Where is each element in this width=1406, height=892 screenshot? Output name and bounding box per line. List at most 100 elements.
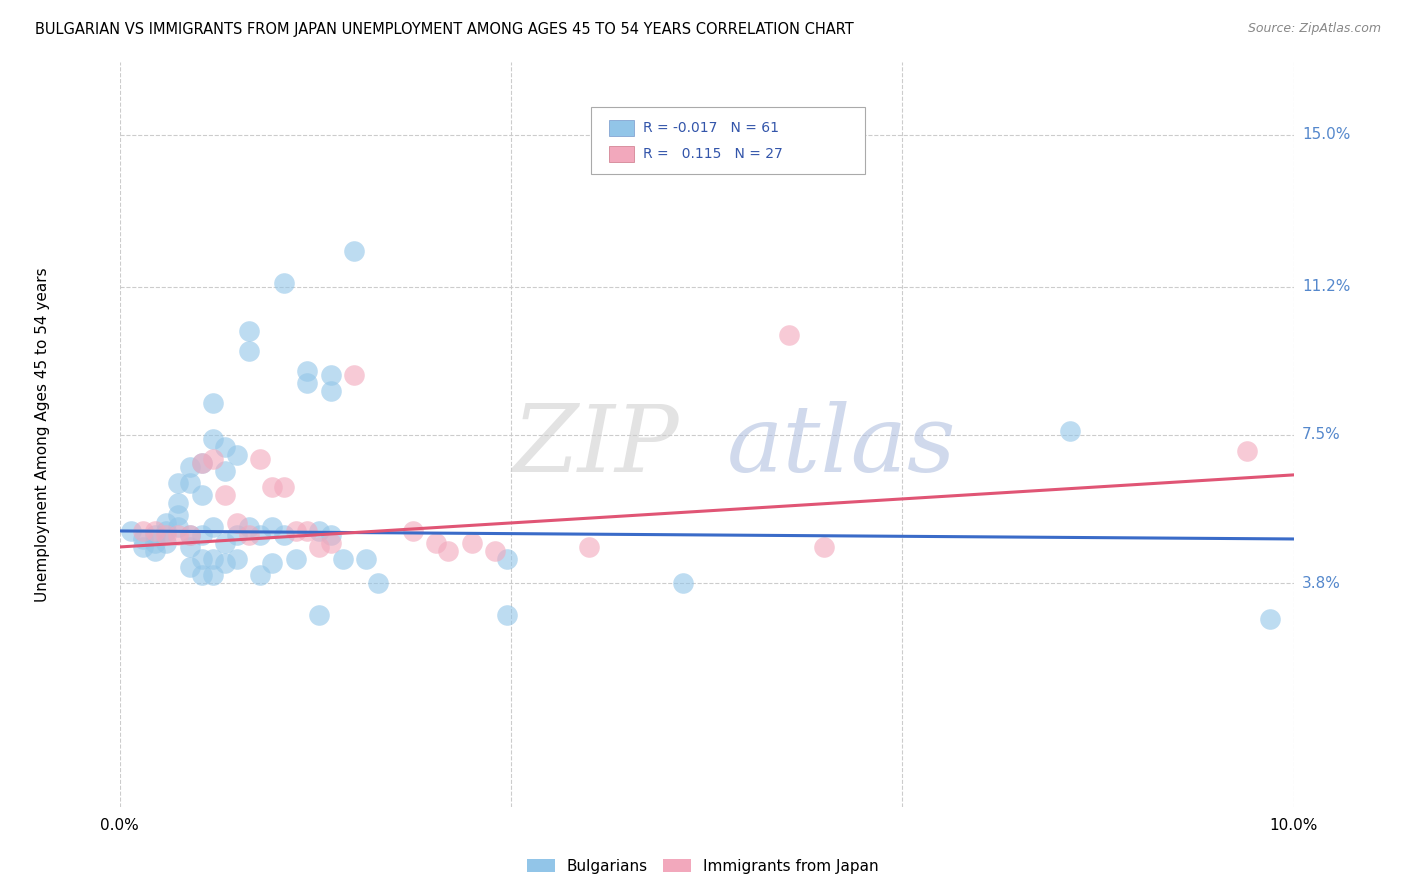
Point: [190, 456, 212, 470]
Point: [425, 536, 447, 550]
Point: [179, 560, 201, 574]
Point: [813, 540, 835, 554]
Point: [308, 524, 330, 538]
Point: [319, 528, 342, 542]
Point: [179, 459, 201, 474]
Point: [402, 524, 425, 538]
Point: [1258, 612, 1281, 626]
Point: [179, 475, 201, 490]
Point: [202, 396, 225, 410]
Point: [297, 376, 319, 390]
Point: [202, 552, 225, 566]
Text: 15.0%: 15.0%: [1302, 127, 1350, 142]
Point: [190, 488, 212, 502]
Point: [143, 524, 166, 538]
Point: [120, 524, 142, 538]
Point: [202, 432, 225, 446]
Point: [202, 520, 225, 534]
Point: [273, 528, 295, 542]
Text: ZIP: ZIP: [513, 401, 679, 491]
Point: [262, 480, 284, 494]
Point: [308, 608, 330, 623]
Point: [143, 536, 166, 550]
Text: R = -0.017   N = 61: R = -0.017 N = 61: [643, 120, 779, 135]
Point: [273, 480, 295, 494]
Point: [214, 556, 236, 570]
Point: [132, 524, 155, 538]
Point: [155, 516, 177, 530]
Point: [214, 536, 236, 550]
Point: [343, 368, 366, 382]
Point: [297, 524, 319, 538]
Point: [155, 536, 177, 550]
Point: [578, 540, 600, 554]
Point: [249, 568, 271, 582]
Point: [284, 524, 307, 538]
Point: [179, 528, 201, 542]
Point: [167, 508, 190, 522]
Point: [262, 556, 284, 570]
Point: [319, 536, 342, 550]
Text: Source: ZipAtlas.com: Source: ZipAtlas.com: [1247, 22, 1381, 36]
Point: [167, 520, 190, 534]
Point: [225, 552, 249, 566]
Point: [238, 528, 260, 542]
Point: [143, 544, 166, 558]
Point: [167, 528, 190, 542]
Point: [273, 276, 295, 290]
Point: [167, 475, 190, 490]
Point: [319, 384, 342, 398]
Point: [672, 576, 695, 591]
Point: [167, 496, 190, 510]
Point: [354, 552, 377, 566]
Text: 7.5%: 7.5%: [1302, 427, 1341, 442]
Text: R =   0.115   N = 27: R = 0.115 N = 27: [643, 147, 782, 161]
Point: [190, 568, 212, 582]
Point: [297, 364, 319, 378]
Point: [484, 544, 506, 558]
Text: Unemployment Among Ages 45 to 54 years: Unemployment Among Ages 45 to 54 years: [35, 268, 49, 602]
Point: [225, 448, 249, 462]
Point: [1059, 424, 1081, 438]
Point: [179, 540, 201, 554]
Point: [202, 568, 225, 582]
Point: [332, 552, 354, 566]
Point: [143, 528, 166, 542]
Point: [238, 324, 260, 338]
Text: BULGARIAN VS IMMIGRANTS FROM JAPAN UNEMPLOYMENT AMONG AGES 45 TO 54 YEARS CORREL: BULGARIAN VS IMMIGRANTS FROM JAPAN UNEMP…: [35, 22, 853, 37]
Point: [249, 528, 271, 542]
Point: [460, 536, 484, 550]
Point: [132, 532, 155, 546]
Point: [249, 451, 271, 466]
Point: [367, 576, 389, 591]
Point: [496, 608, 519, 623]
Point: [225, 528, 249, 542]
Point: [284, 552, 307, 566]
Text: 10.0%: 10.0%: [1270, 818, 1317, 833]
Point: [308, 540, 330, 554]
Text: 11.2%: 11.2%: [1302, 279, 1350, 294]
Point: [496, 552, 519, 566]
Point: [214, 488, 236, 502]
Point: [179, 528, 201, 542]
Point: [132, 540, 155, 554]
Point: [202, 451, 225, 466]
Point: [778, 327, 800, 342]
Text: atlas: atlas: [727, 401, 956, 491]
Point: [190, 456, 212, 470]
Point: [225, 516, 249, 530]
Point: [155, 524, 177, 538]
Point: [214, 440, 236, 454]
Text: 0.0%: 0.0%: [100, 818, 139, 833]
Point: [155, 528, 177, 542]
Point: [214, 464, 236, 478]
Point: [1236, 443, 1258, 458]
Point: [190, 528, 212, 542]
Legend: Bulgarians, Immigrants from Japan: Bulgarians, Immigrants from Japan: [522, 853, 884, 880]
Point: [437, 544, 460, 558]
Point: [343, 244, 366, 258]
Point: [262, 520, 284, 534]
Point: [238, 520, 260, 534]
Point: [190, 552, 212, 566]
Point: [238, 343, 260, 358]
